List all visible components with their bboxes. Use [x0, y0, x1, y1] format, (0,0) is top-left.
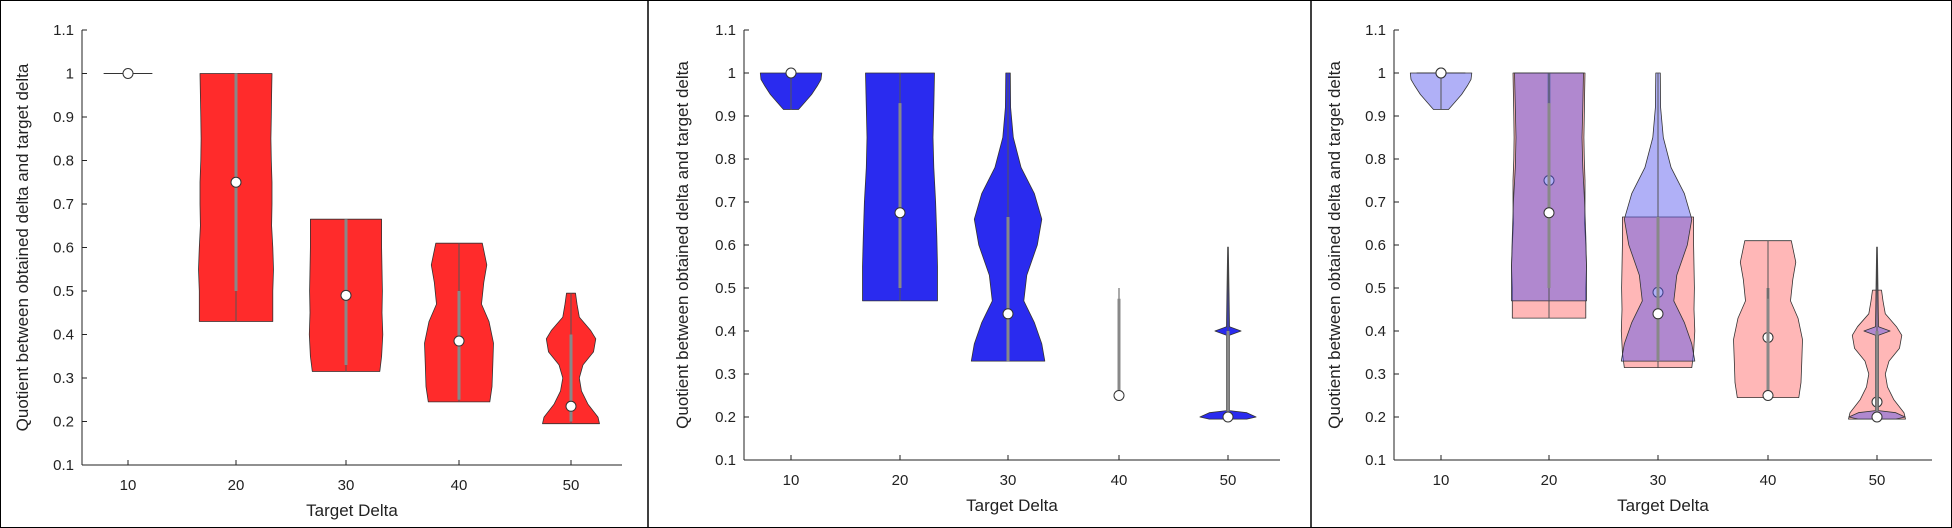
y-tick-label: 0.1: [715, 452, 736, 469]
y-tick-label: 0.6: [1365, 237, 1386, 254]
x-tick-label: 20: [228, 477, 245, 494]
median-marker: [1435, 67, 1447, 79]
x-tick-label: 40: [1760, 472, 1777, 489]
y-tick-label: 0.3: [1365, 366, 1386, 383]
median-marker: [340, 289, 352, 301]
y-tick-label: 0.8: [715, 151, 736, 168]
y-tick-label: 0.4: [53, 327, 74, 344]
x-axis-label: Target Delta: [306, 501, 398, 520]
x-tick-label: 30: [1000, 472, 1017, 489]
chart-panel-3: 0.1 0.2 0.3 0.4 0.5 0.6 0.7 0.8 0.9 1 1.1 10 20 30 40 5…: [1325, 22, 1932, 515]
median-marker: [122, 68, 134, 79]
median-marker: [453, 335, 465, 347]
x-tick-label: 50: [1869, 472, 1886, 489]
y-axis-label: Quotient between obtained delta and targ…: [13, 63, 32, 431]
median-marker: [1543, 207, 1555, 219]
chart-panel-1: 0.1 0.2 0.3 0.4 0.5 0.6 0.7 0.8 0.9 1 1.1 10 20 30 40 5…: [13, 22, 622, 520]
median-marker: [1222, 411, 1234, 423]
x-tick-label: 10: [1433, 472, 1450, 489]
y-tick-label: 1: [1378, 65, 1386, 82]
x-tick-label: 40: [451, 477, 468, 494]
median-marker: [230, 176, 242, 188]
y-tick-label: 0.9: [1365, 108, 1386, 125]
x-tick-label: 50: [563, 477, 580, 494]
y-tick-label: 0.8: [53, 153, 74, 170]
median-marker: [1652, 308, 1664, 320]
x-tick-label: 20: [892, 472, 909, 489]
x-tick-label: 20: [1541, 472, 1558, 489]
chart-panel-2: 0.1 0.2 0.3 0.4 0.5 0.6 0.7 0.8 0.9 1 1.1 10 20 30 40 5…: [673, 22, 1280, 515]
y-tick-label: 0.7: [715, 194, 736, 211]
y-tick-label: 0.6: [53, 240, 74, 257]
y-tick-label: 0.2: [53, 414, 74, 431]
x-tick-label: 30: [338, 477, 355, 494]
x-axis-label: Target Delta: [966, 496, 1058, 515]
x-tick-label: 10: [783, 472, 800, 489]
median-marker: [1762, 390, 1774, 401]
y-tick-label: 1: [728, 65, 736, 82]
y-tick-label: 0.1: [53, 457, 74, 474]
x-tick-label: 10: [120, 477, 137, 494]
y-tick-label: 0.5: [53, 283, 74, 300]
median-marker: [1002, 308, 1014, 320]
median-marker: [1871, 411, 1883, 423]
y-tick-label: 0.7: [1365, 194, 1386, 211]
y-tick-label: 0.3: [715, 366, 736, 383]
x-tick-label: 50: [1220, 472, 1237, 489]
y-tick-label: 1.1: [53, 22, 74, 39]
y-tick-label: 0.4: [1365, 323, 1386, 340]
y-tick-label: 0.4: [715, 323, 736, 340]
y-tick-label: 0.2: [715, 409, 736, 426]
y-axis-label: Quotient between obtained delta and targ…: [673, 61, 692, 429]
x-tick-label: 40: [1111, 472, 1128, 489]
y-tick-label: 0.8: [1365, 151, 1386, 168]
x-tick-label: 30: [1650, 472, 1667, 489]
y-tick-label: 0.7: [53, 196, 74, 213]
y-tick-label: 1.1: [1365, 22, 1386, 39]
y-tick-label: 0.5: [1365, 280, 1386, 297]
y-tick-label: 1.1: [715, 22, 736, 39]
y-tick-label: 0.5: [715, 280, 736, 297]
median-marker: [1113, 390, 1125, 401]
y-tick-label: 0.2: [1365, 409, 1386, 426]
y-axis-label: Quotient between obtained delta and targ…: [1325, 61, 1344, 429]
median-marker: [785, 67, 797, 79]
y-tick-label: 1: [66, 66, 74, 83]
y-tick-label: 0.1: [1365, 452, 1386, 469]
y-tick-label: 0.9: [715, 108, 736, 125]
median-marker: [894, 207, 906, 219]
y-tick-label: 0.6: [715, 237, 736, 254]
median-marker: [565, 400, 577, 412]
x-axis-label: Target Delta: [1617, 496, 1709, 515]
y-tick-label: 0.9: [53, 109, 74, 126]
y-tick-label: 0.3: [53, 370, 74, 387]
